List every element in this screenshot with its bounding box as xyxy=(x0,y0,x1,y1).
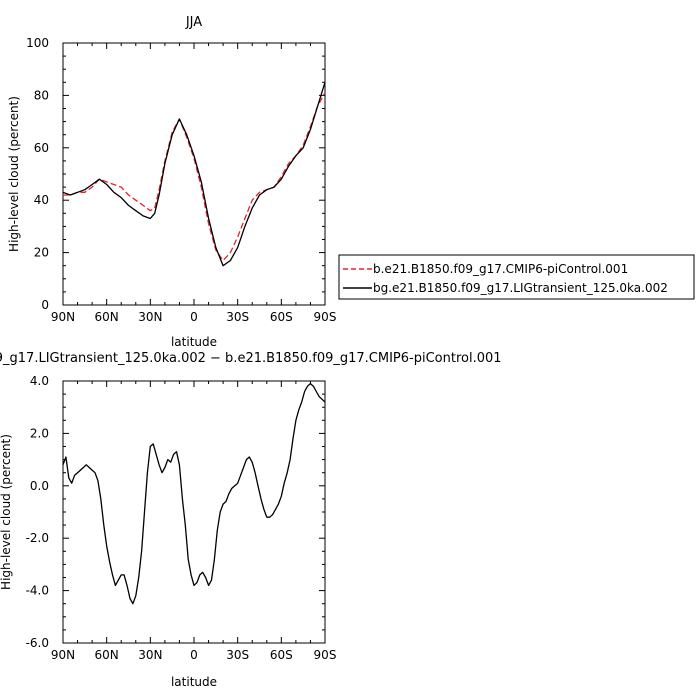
x-tick-label: 30N xyxy=(138,648,162,662)
top-x-ticks: 90N 60N 30N 0 30S 60S 90S xyxy=(51,43,337,324)
y-tick-label: 40 xyxy=(34,193,49,207)
y-tick-label: 100 xyxy=(26,36,49,50)
bottom-y-axis-label: High-level cloud (percent) xyxy=(0,434,13,590)
y-tick-label: 60 xyxy=(34,141,49,155)
series-line-0 xyxy=(62,382,326,605)
x-tick-label: 0 xyxy=(190,310,198,324)
top-plot-frame xyxy=(62,42,326,306)
y-tick-label: 0 xyxy=(41,298,49,312)
y-tick-label: -2.0 xyxy=(26,531,49,545)
bottom-y-ticks: -6.0 -4.0 -2.0 0.0 2.0 4.0 xyxy=(26,374,325,650)
y-tick-label: -6.0 xyxy=(26,636,49,650)
x-tick-label: 60S xyxy=(270,648,293,662)
legend-box xyxy=(338,254,695,300)
x-tick-label: 90S xyxy=(314,648,337,662)
top-series-lines xyxy=(62,82,326,267)
x-tick-label: 90N xyxy=(51,310,75,324)
series-line-1 xyxy=(62,82,326,267)
x-tick-label: 90S xyxy=(314,310,337,324)
y-tick-label: -4.0 xyxy=(26,584,49,598)
top-y-axis-label: High-level cloud (percent) xyxy=(7,96,21,252)
top-panel: JJA 90N 60N 30N 0 30S 60S 90S 0 20 40 60 80 100 lat… xyxy=(7,15,336,349)
top-y-ticks: 0 20 40 60 80 100 xyxy=(26,36,325,312)
x-tick-label: 60N xyxy=(95,310,119,324)
bottom-x-axis-label: latitude xyxy=(171,675,217,689)
series-line-0 xyxy=(63,92,326,262)
x-tick-label: 30N xyxy=(138,310,162,324)
top-panel-title: JJA xyxy=(185,15,202,30)
y-tick-label: 20 xyxy=(34,246,49,260)
x-tick-label: 90N xyxy=(51,648,75,662)
y-tick-label: 0.0 xyxy=(30,479,49,493)
y-tick-label: 2.0 xyxy=(30,426,49,440)
x-tick-label: 60S xyxy=(270,310,293,324)
y-tick-label: 80 xyxy=(34,88,49,102)
top-x-axis-label: latitude xyxy=(171,335,217,349)
bottom-series-lines xyxy=(62,382,326,605)
legend-entry-picontrol: b.e21.B1850.f09_g17.CMIP6-piControl.001 xyxy=(373,262,628,276)
x-tick-label: 60N xyxy=(95,648,119,662)
x-tick-label: 30S xyxy=(226,310,249,324)
x-tick-label: 30S xyxy=(226,648,249,662)
y-tick-label: 4.0 xyxy=(30,374,49,388)
x-tick-label: 0 xyxy=(190,648,198,662)
bottom-x-ticks: 90N 60N 30N 0 30S 60S 90S xyxy=(51,381,337,662)
bottom-panel-title: bg.e21.B1850.f09_g17.LIGtransient_125.0k… xyxy=(0,351,502,366)
legend-entry-ligtransient: bg.e21.B1850.f09_g17.LIGtransient_125.0k… xyxy=(373,281,668,295)
bottom-panel: bg.e21.B1850.f09_g17.LIGtransient_125.0k… xyxy=(0,351,502,689)
legend: b.e21.B1850.f09_g17.CMIP6-piControl.001 … xyxy=(338,254,695,300)
